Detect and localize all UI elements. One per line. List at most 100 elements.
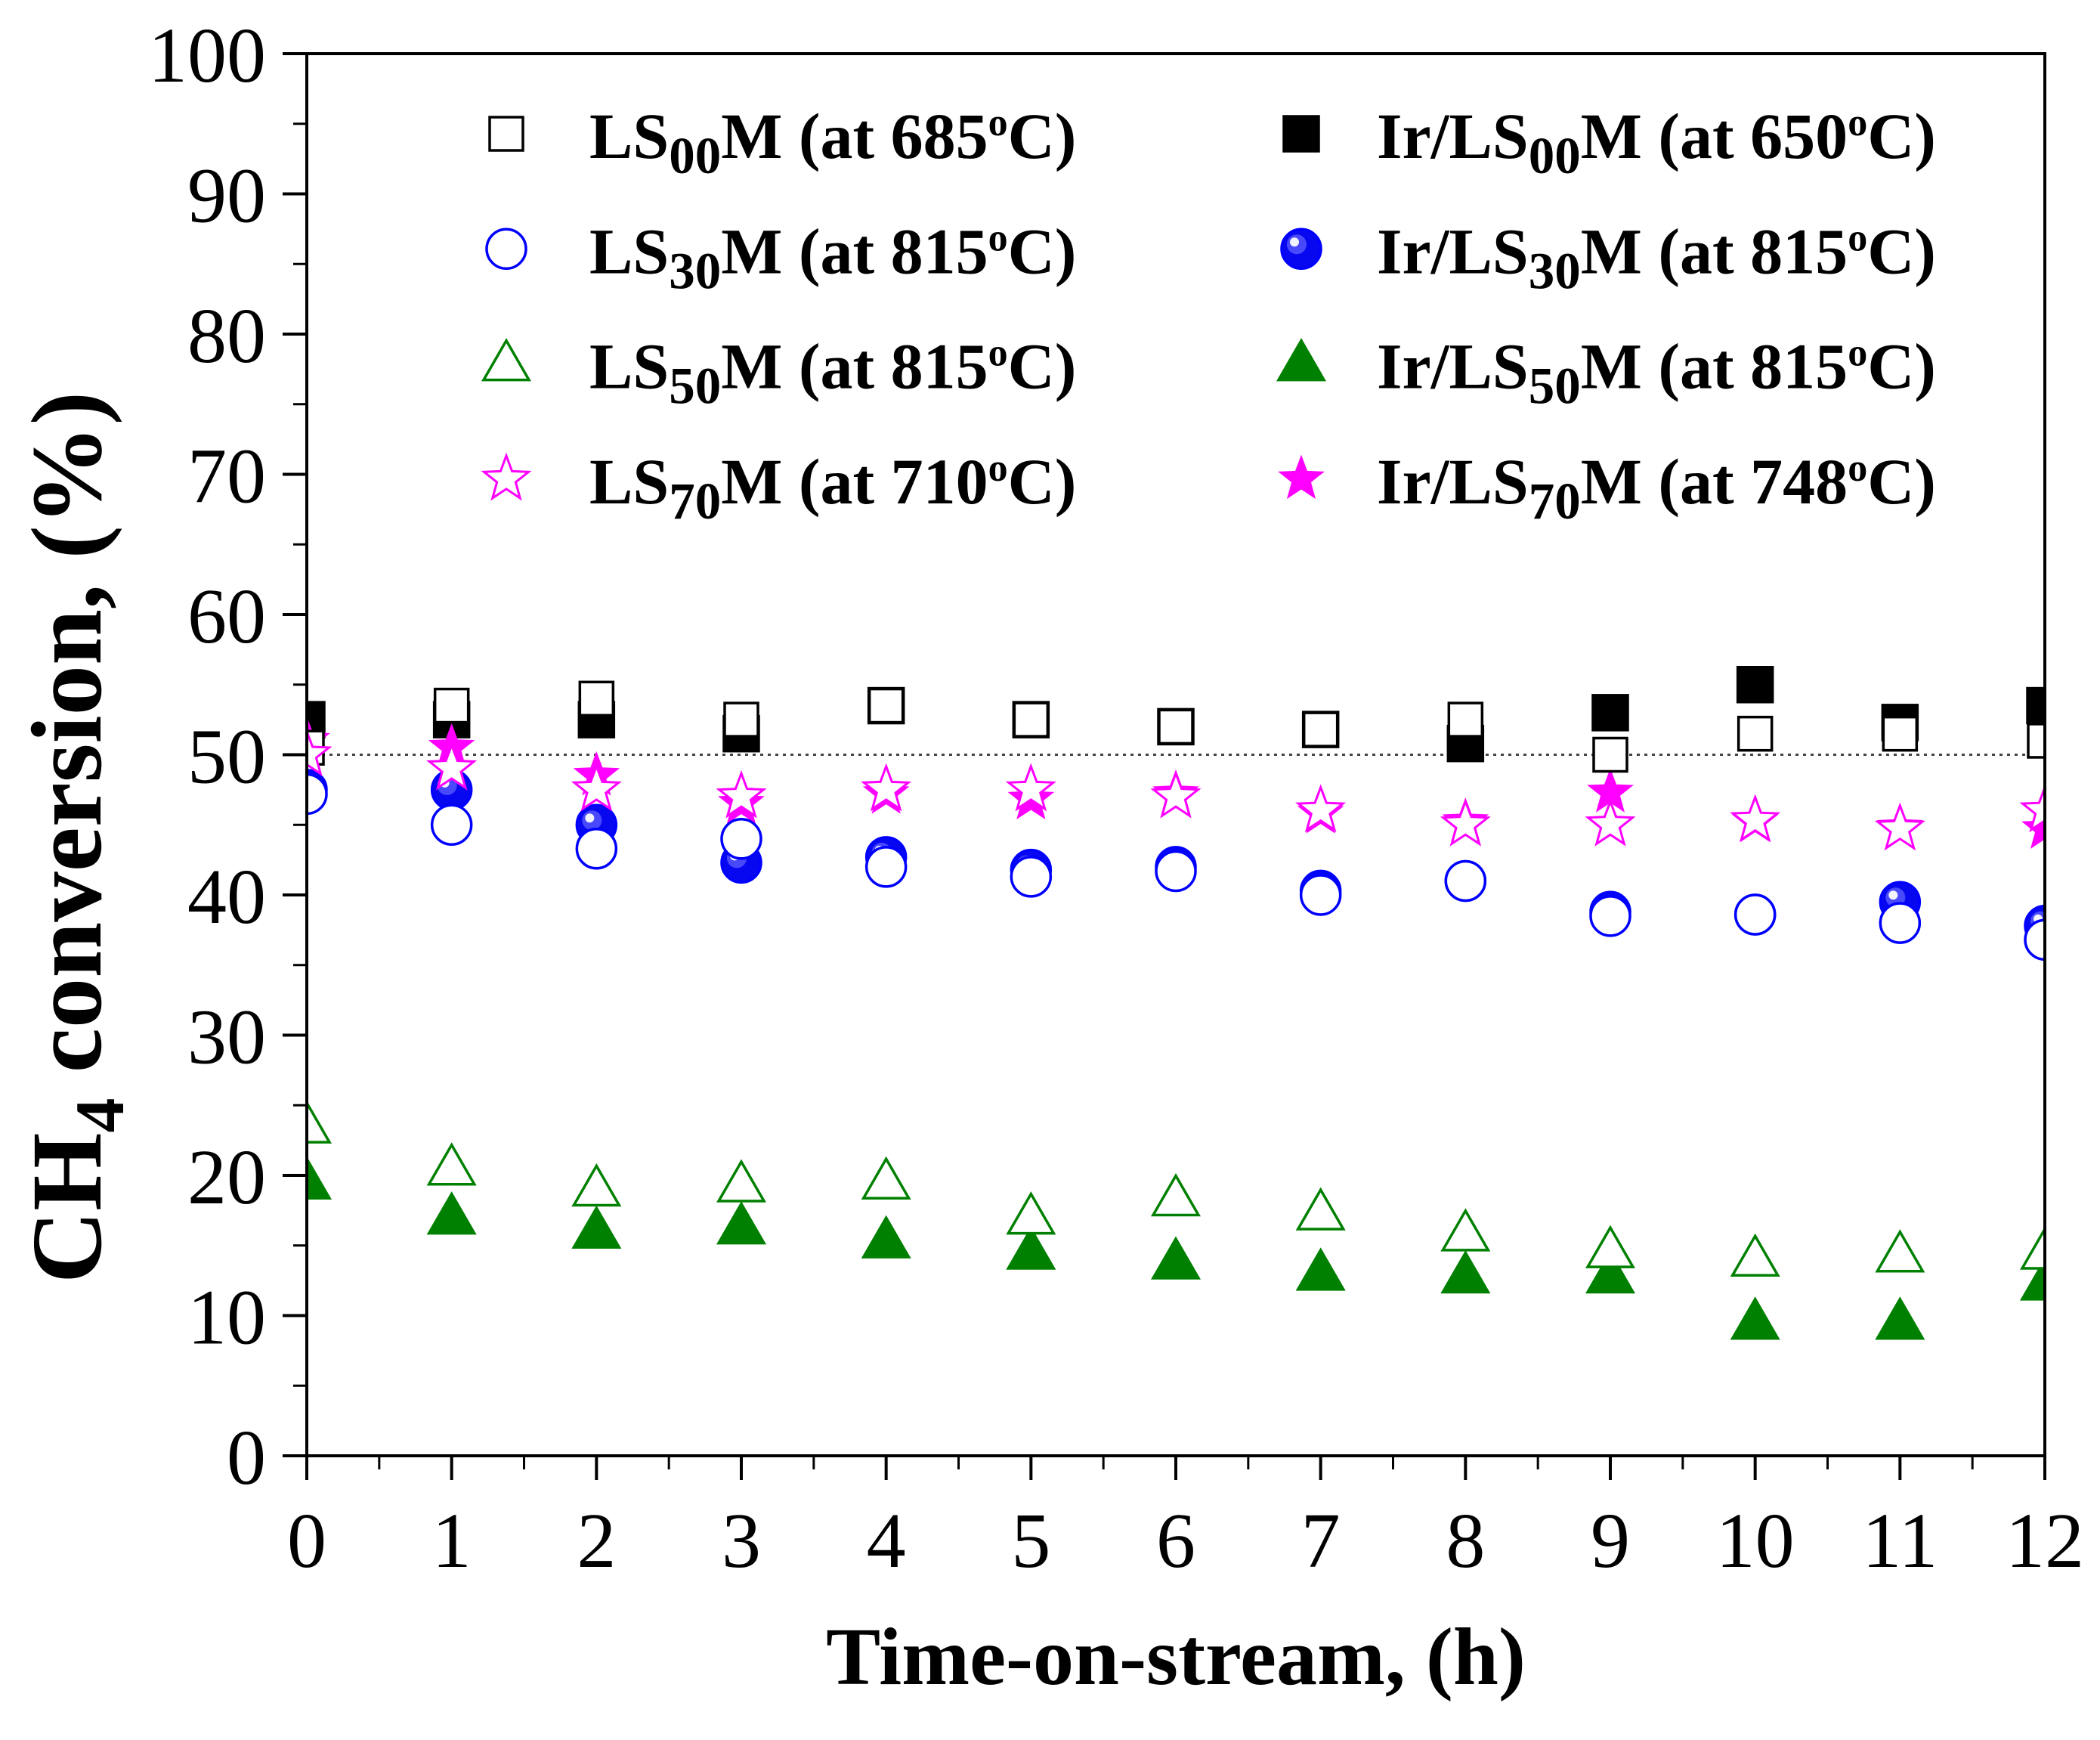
ls50m-point-x11 [1875,1229,1925,1273]
y-tick-label: 60 [187,573,266,660]
series-ls30m [307,772,2045,961]
legend-entry-ir-ls30m: Ir/LS30M (at 815oC) [1280,215,1936,299]
ls70m-point-x2 [571,763,622,812]
ls70m-point-x5 [1005,763,1056,812]
legend-label-ir-ls00m: Ir/LS00M (at 650oC) [1377,100,1936,184]
x-tick-label: 2 [577,1497,616,1584]
ls70m-point-x0 [307,728,332,777]
legend-marker-ls30m [485,228,527,271]
ir-ls50m-point-x10 [1730,1296,1780,1340]
ls50m-point-x10 [1730,1233,1780,1277]
ls00m-point-x8 [1447,701,1484,738]
legend-marker-ir-ls50m [1276,338,1327,382]
ir-ls50m-point-x9 [1585,1250,1636,1294]
legend-entry-ir-ls00m: Ir/LS00M (at 650oC) [1282,100,1936,184]
ir-ls30m-point-x2-highlight [585,813,595,823]
ls00m-point-x11 [1882,715,1919,752]
legend-label-ls30m: LS30M (at 815oC) [589,215,1076,299]
ls00m-point-x4 [868,687,905,724]
x-tick-label: 7 [1301,1497,1341,1584]
ls30m-point-x4 [864,846,908,888]
legend-label-superscript: o [1848,216,1867,259]
legend-label-middle: M (at 650 [1581,100,1848,172]
legend-entry-ir-ls50m: Ir/LS50M (at 815oC) [1276,330,1936,415]
ls50m-point-x5 [1006,1191,1056,1235]
legend-label-middle: M (at 815 [1581,215,1848,287]
legend-label-subscript: 30 [669,242,721,299]
legend-label-subscript: 70 [1529,472,1581,530]
legend-entry-ls50m: LS50M (at 815oC) [481,330,1076,415]
legend-label-superscript: o [988,332,1008,375]
legend-label-superscript: o [988,216,1008,259]
y-tick-label: 50 [187,714,266,800]
ls30m-point-x12 [2024,918,2045,961]
ir-ls50m-point-x5 [1006,1226,1056,1270]
ls50m-point-x7 [1295,1187,1346,1231]
ir-ls30m-point-x11-highlight [1888,890,1898,900]
y-axis-title-main: CH [11,1133,122,1284]
legend-label-ls50m: LS50M (at 815oC) [589,330,1076,415]
ls50m-point-x0 [307,1100,332,1144]
y-axis-title-subscript: 4 [61,1098,138,1133]
y-tick-label: 90 [187,153,266,240]
legend-label-prefix: Ir/LS [1377,445,1529,518]
ls70m-point-x8 [1440,798,1491,847]
ls50m-point-x12 [2019,1226,2045,1270]
legend-label-middle: M (at 815 [1581,330,1848,403]
legend-entry-ir-ls70m: Ir/LS70M (at 748oC) [1278,445,1936,530]
ls70m-point-x10 [1730,794,1781,843]
ls50m-point-x6 [1150,1173,1202,1217]
ls30m-point-x7 [1299,874,1342,916]
ls70m-point-x7 [1295,784,1347,833]
legend-label-superscript: o [988,447,1008,490]
legend-label-suffix: C) [1867,100,1936,172]
ir-ls00m-point-x9 [1591,694,1629,732]
y-tick-label: 80 [187,293,266,379]
ls30m-point-x10 [1734,893,1777,936]
ir-ls50m-point-x3 [716,1201,767,1245]
y-tick-label: 70 [187,433,266,520]
legend-label-suffix: C) [1008,215,1077,287]
y-tick-label: 10 [187,1274,266,1361]
legend-label-middle: M (at 815 [721,330,988,403]
ls30m-point-x2 [575,828,618,870]
legend-label-suffix: C) [1008,330,1077,403]
legend-label-prefix: Ir/LS [1377,330,1529,403]
ir-ls50m-point-x4 [861,1215,911,1259]
ls50m-point-x8 [1440,1208,1491,1252]
ls00m-point-x9 [1592,736,1628,773]
legend-label-ir-ls70m: Ir/LS70M (at 748oC) [1377,445,1936,530]
legend-label-ir-ls30m: Ir/LS30M (at 815oC) [1377,215,1936,299]
ir-ls50m-point-x2 [571,1205,622,1249]
x-axis-title: Time-on-stream, (h) [826,1612,1526,1702]
legend-marker-ir-ls00m [1282,115,1320,153]
legend-label-subscript: 70 [669,472,721,530]
ir-ls50m-point-x8 [1440,1250,1491,1294]
ls00m-point-x12 [2027,723,2045,759]
legend-marker-ir-ls70m [1278,454,1325,500]
legend-entry-ls70m: LS70M (at 710oC) [481,445,1076,530]
x-tick-label: 6 [1156,1497,1195,1584]
x-tick-label: 11 [1862,1497,1938,1584]
legend-label-subscript: 00 [669,127,721,184]
legend-label-ls70m: LS70M (at 710oC) [589,445,1076,530]
x-tick-label: 10 [1716,1497,1795,1584]
ls00m-point-x10 [1737,715,1774,752]
x-tick-label: 1 [432,1497,472,1584]
legend-label-middle: M (at 710 [721,445,988,518]
x-tick-label: 0 [287,1497,326,1584]
legend-marker-ir-ls30m-highlight [1290,237,1299,247]
ls30m-point-x5 [1010,856,1053,898]
legend-label-prefix: Ir/LS [1377,100,1529,172]
ls30m-point-x1 [430,803,473,846]
legend-label-prefix: LS [589,215,669,287]
legend-label-suffix: C) [1008,100,1077,172]
legend-label-superscript: o [1848,332,1867,375]
ls70m-point-x11 [1874,802,1925,851]
series-ls70m [307,728,2045,851]
legend-entry-ls30m: LS30M (at 815oC) [485,215,1076,299]
ls70m-point-x1 [426,742,478,791]
ir-ls00m-point-x10 [1736,666,1774,704]
x-tick-label: 8 [1446,1497,1485,1584]
